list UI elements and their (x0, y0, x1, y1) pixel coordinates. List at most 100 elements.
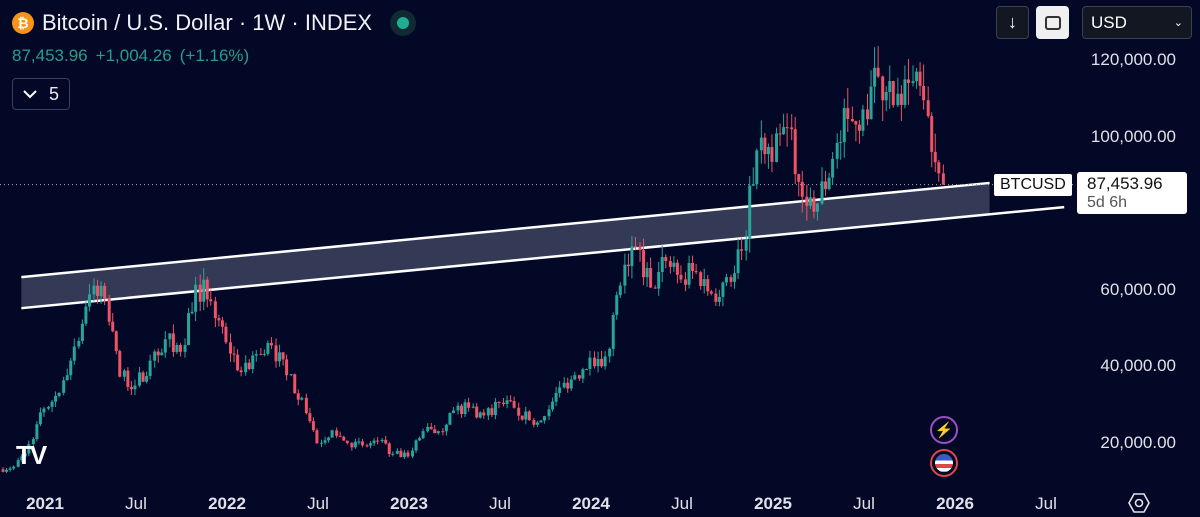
indicators-toggle-button[interactable]: 5 (12, 78, 70, 110)
candle-body (876, 67, 880, 77)
candle-body (262, 353, 266, 355)
candle-body (857, 124, 861, 131)
candle-body (436, 431, 440, 434)
candle-body (502, 402, 506, 405)
candle-body (27, 444, 31, 454)
candle-body (107, 298, 111, 322)
candle-body (360, 441, 364, 446)
candle-body (827, 177, 831, 190)
candle-body (566, 382, 570, 389)
candle-body (391, 453, 395, 455)
candle-body (187, 313, 191, 346)
candle-body (797, 174, 801, 182)
time-tick-label: 2023 (390, 494, 428, 513)
time-tick-label: Jul (1035, 494, 1057, 513)
candle-body (456, 405, 460, 411)
channel-fill (21, 182, 990, 309)
candle-body (664, 256, 668, 262)
candle-body (236, 354, 240, 371)
price-tick-label: 100,000.00 (1090, 126, 1176, 146)
candle-body (220, 320, 224, 327)
candle-body (911, 81, 915, 83)
event-flash-icon[interactable]: ⚡ (930, 416, 958, 444)
candle-body (399, 450, 403, 458)
candle-body (171, 333, 175, 353)
candle-body (717, 296, 721, 302)
candle-body (148, 360, 152, 377)
candle-body (926, 100, 930, 117)
candle-body (694, 271, 698, 273)
settings-icon[interactable] (1128, 492, 1150, 514)
us-economic-event-icon[interactable] (930, 449, 958, 477)
candle-body (365, 445, 369, 447)
candle-body (259, 354, 263, 356)
candle-body (54, 395, 58, 402)
candle-body (421, 431, 425, 439)
candle-body (72, 346, 76, 361)
candle-body (593, 357, 597, 367)
candle-body (733, 273, 737, 282)
candle-body (330, 430, 334, 438)
candle-body (269, 342, 273, 346)
candle-body (315, 430, 319, 444)
candle-body (854, 121, 858, 125)
candle-body (839, 142, 843, 144)
symbol-title[interactable]: Bitcoin / U.S. Dollar · 1W · INDEX (42, 10, 373, 35)
candle-body (687, 263, 691, 285)
candle-body (684, 279, 688, 285)
candle-body (194, 284, 198, 312)
candle-body (47, 406, 51, 409)
candle-body (918, 71, 922, 86)
candle-body (524, 411, 528, 420)
candle-body (770, 147, 774, 162)
candle-body (293, 374, 297, 394)
candle-body (800, 181, 804, 197)
candle-body (623, 264, 627, 286)
candle-body (209, 299, 213, 302)
candle-body (509, 400, 513, 402)
candle-body (842, 108, 846, 143)
candle-body (247, 362, 251, 370)
candle-body (873, 67, 877, 87)
candle-body (672, 262, 676, 267)
candle-body (638, 246, 642, 251)
candle-body (122, 370, 126, 377)
candle-body (478, 412, 482, 418)
candle-body (418, 438, 422, 441)
price-tick-label: 40,000.00 (1100, 356, 1176, 376)
candle-body (608, 348, 612, 357)
candle-body (92, 285, 96, 295)
candle-body (467, 402, 471, 408)
candle-body (588, 357, 592, 370)
candle-body (42, 408, 46, 413)
candle-body (679, 274, 683, 280)
time-tick-label: Jul (307, 494, 329, 513)
candle-body (35, 424, 39, 440)
candle-body (729, 277, 733, 282)
candle-body (12, 466, 16, 469)
candle-body (126, 370, 130, 388)
currency-select[interactable]: USD ⌄ (1082, 6, 1192, 39)
candle-body (16, 460, 20, 467)
candle-body (69, 360, 73, 376)
candle-body (411, 450, 415, 457)
candle-body (311, 421, 315, 431)
candle-body (217, 318, 221, 321)
candle-body (475, 406, 479, 418)
candle-body (451, 410, 455, 414)
candle-body (175, 345, 179, 353)
candle-body (387, 443, 391, 455)
candle-body (888, 81, 892, 93)
candle-body (65, 375, 69, 381)
candle-body (805, 196, 809, 206)
candle-body (642, 250, 646, 278)
candle-body (721, 282, 725, 297)
candle-body (850, 118, 854, 122)
candle-body (50, 401, 54, 407)
download-button[interactable]: ↓ (996, 6, 1029, 39)
candle-body (706, 279, 710, 292)
fit-screen-button[interactable] (1036, 6, 1069, 39)
candle-body (251, 355, 255, 370)
tradingview-logo[interactable]: TV (16, 440, 47, 470)
